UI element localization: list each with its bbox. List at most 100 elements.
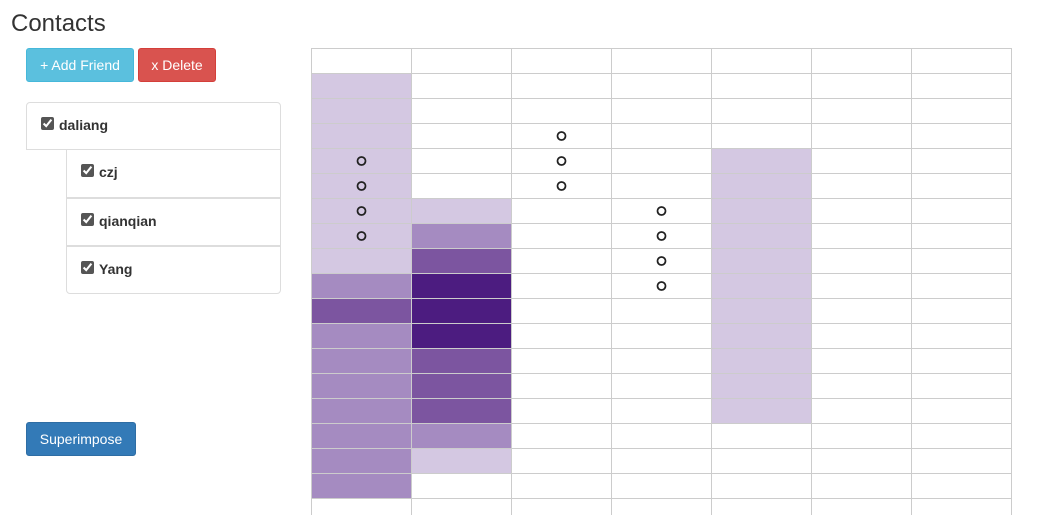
grid-cell[interactable]: [911, 123, 1012, 149]
grid-cell[interactable]: [511, 223, 612, 249]
grid-cell[interactable]: [911, 498, 1012, 515]
grid-cell[interactable]: [511, 423, 612, 449]
grid-cell[interactable]: [611, 398, 712, 424]
contact-checkbox[interactable]: [81, 164, 94, 177]
grid-cell[interactable]: [811, 398, 912, 424]
grid-cell[interactable]: [511, 48, 612, 74]
grid-cell[interactable]: [511, 498, 612, 515]
grid-cell[interactable]: [411, 48, 512, 74]
grid-cell[interactable]: [611, 98, 712, 124]
grid-cell[interactable]: [811, 323, 912, 349]
grid-cell[interactable]: [311, 98, 412, 124]
grid-cell[interactable]: [311, 48, 412, 74]
grid-cell[interactable]: [411, 223, 512, 249]
grid-cell[interactable]: [611, 373, 712, 399]
grid-cell[interactable]: [911, 248, 1012, 274]
grid-cell[interactable]: [311, 198, 412, 224]
grid-cell[interactable]: [611, 48, 712, 74]
grid-cell[interactable]: [811, 223, 912, 249]
grid-cell[interactable]: [711, 98, 812, 124]
grid-cell[interactable]: [511, 473, 612, 499]
grid-cell[interactable]: [611, 223, 712, 249]
grid-cell[interactable]: [411, 498, 512, 515]
grid-cell[interactable]: [611, 448, 712, 474]
grid-cell[interactable]: [911, 173, 1012, 199]
grid-cell[interactable]: [711, 48, 812, 74]
grid-cell[interactable]: [411, 448, 512, 474]
grid-cell[interactable]: [611, 198, 712, 224]
grid-cell[interactable]: [711, 423, 812, 449]
grid-cell[interactable]: [911, 298, 1012, 324]
grid-cell[interactable]: [311, 298, 412, 324]
grid-cell[interactable]: [911, 223, 1012, 249]
grid-cell[interactable]: [711, 473, 812, 499]
grid-cell[interactable]: [811, 423, 912, 449]
grid-cell[interactable]: [511, 273, 612, 299]
grid-cell[interactable]: [311, 73, 412, 99]
grid-cell[interactable]: [711, 123, 812, 149]
grid-cell[interactable]: [311, 373, 412, 399]
grid-cell[interactable]: [411, 148, 512, 174]
contact-checkbox[interactable]: [81, 261, 94, 274]
grid-cell[interactable]: [811, 498, 912, 515]
grid-cell[interactable]: [511, 348, 612, 374]
grid-cell[interactable]: [311, 473, 412, 499]
grid-cell[interactable]: [611, 273, 712, 299]
grid-cell[interactable]: [911, 323, 1012, 349]
grid-cell[interactable]: [411, 423, 512, 449]
grid-cell[interactable]: [611, 348, 712, 374]
grid-cell[interactable]: [411, 273, 512, 299]
grid-cell[interactable]: [711, 198, 812, 224]
grid-cell[interactable]: [411, 398, 512, 424]
grid-cell[interactable]: [511, 448, 612, 474]
grid-cell[interactable]: [811, 248, 912, 274]
contact-item-child[interactable]: Yang: [66, 246, 281, 294]
grid-cell[interactable]: [911, 48, 1012, 74]
delete-button[interactable]: x Delete: [138, 48, 216, 82]
grid-cell[interactable]: [911, 398, 1012, 424]
grid-cell[interactable]: [611, 248, 712, 274]
grid-cell[interactable]: [511, 123, 612, 149]
grid-cell[interactable]: [711, 248, 812, 274]
grid-cell[interactable]: [811, 73, 912, 99]
grid-cell[interactable]: [411, 298, 512, 324]
grid-cell[interactable]: [411, 73, 512, 99]
grid-cell[interactable]: [811, 148, 912, 174]
grid-cell[interactable]: [511, 323, 612, 349]
grid-cell[interactable]: [311, 148, 412, 174]
grid-cell[interactable]: [511, 173, 612, 199]
grid-cell[interactable]: [311, 423, 412, 449]
grid-cell[interactable]: [611, 73, 712, 99]
grid-cell[interactable]: [811, 448, 912, 474]
grid-cell[interactable]: [411, 173, 512, 199]
grid-cell[interactable]: [511, 148, 612, 174]
grid-cell[interactable]: [411, 98, 512, 124]
grid-cell[interactable]: [311, 398, 412, 424]
grid-cell[interactable]: [911, 423, 1012, 449]
grid-cell[interactable]: [911, 373, 1012, 399]
grid-cell[interactable]: [511, 98, 612, 124]
grid-cell[interactable]: [711, 448, 812, 474]
grid-cell[interactable]: [411, 323, 512, 349]
schedule-grid[interactable]: [311, 48, 1012, 515]
grid-cell[interactable]: [411, 348, 512, 374]
grid-cell[interactable]: [711, 373, 812, 399]
grid-cell[interactable]: [811, 298, 912, 324]
grid-cell[interactable]: [811, 273, 912, 299]
grid-cell[interactable]: [611, 423, 712, 449]
grid-cell[interactable]: [611, 323, 712, 349]
contact-checkbox[interactable]: [81, 213, 94, 226]
contact-item-child[interactable]: czj: [66, 150, 281, 198]
grid-cell[interactable]: [511, 398, 612, 424]
grid-cell[interactable]: [311, 323, 412, 349]
add-friend-button[interactable]: + Add Friend: [26, 48, 134, 82]
grid-cell[interactable]: [911, 198, 1012, 224]
grid-cell[interactable]: [811, 48, 912, 74]
grid-cell[interactable]: [511, 198, 612, 224]
grid-cell[interactable]: [711, 498, 812, 515]
grid-cell[interactable]: [911, 273, 1012, 299]
grid-cell[interactable]: [811, 473, 912, 499]
grid-cell[interactable]: [611, 473, 712, 499]
grid-cell[interactable]: [711, 73, 812, 99]
grid-cell[interactable]: [811, 98, 912, 124]
